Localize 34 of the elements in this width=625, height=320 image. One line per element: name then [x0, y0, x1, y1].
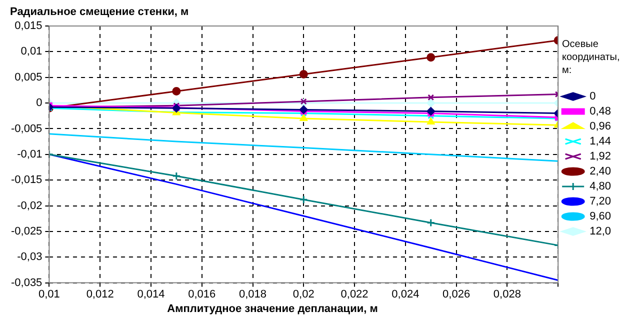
x-tick-label: 0,014: [137, 288, 165, 300]
y-axis-title: Радиальное смещение стенки, м: [10, 6, 189, 18]
legend-label: 0: [590, 90, 596, 103]
legend-label: 9,60: [590, 210, 612, 223]
y-tick-label: -0,025: [10, 225, 42, 238]
x-tick-label: 0,01: [38, 288, 60, 300]
x-tick-label: 0,028: [493, 288, 521, 300]
y-tick-label: -0,035: [10, 276, 42, 289]
y-tick-label: -0,005: [10, 122, 42, 135]
legend-label: 2,40: [590, 166, 612, 178]
legend-label: 1,44: [590, 136, 612, 148]
x-tick-label: 0,02: [292, 288, 314, 300]
legend-label: 12,0: [590, 226, 612, 238]
legend-title: Осевые координаты, м:: [562, 38, 621, 77]
x-tick-label: 0,022: [340, 288, 368, 300]
y-tick-label: -0,03: [17, 251, 42, 264]
x-tick-label: 0,026: [442, 288, 470, 300]
x-tick-label: 0,024: [392, 288, 420, 300]
x-axis-title: Амплитудное значение депланации, м: [166, 303, 379, 315]
y-tick-label: 0,005: [14, 71, 42, 84]
legend-label: 1,92: [590, 150, 612, 163]
legend-label: 4,80: [590, 180, 612, 193]
legend-label: 7,20: [590, 196, 612, 208]
y-tick-label: 0,01: [20, 46, 42, 58]
y-tick-label: -0,015: [10, 174, 42, 186]
y-tick-label: 0: [36, 97, 42, 110]
legend-label: 0,48: [590, 106, 612, 118]
y-tick-label: -0,02: [17, 200, 42, 212]
y-tick-label: 0,015: [14, 20, 42, 32]
y-tick-label: -0,01: [17, 148, 42, 160]
legend-label: 0,96: [590, 120, 612, 133]
x-tick-label: 0,018: [238, 288, 267, 300]
x-tick-label: 0,012: [86, 288, 114, 300]
x-tick-label: 0,016: [188, 288, 216, 300]
